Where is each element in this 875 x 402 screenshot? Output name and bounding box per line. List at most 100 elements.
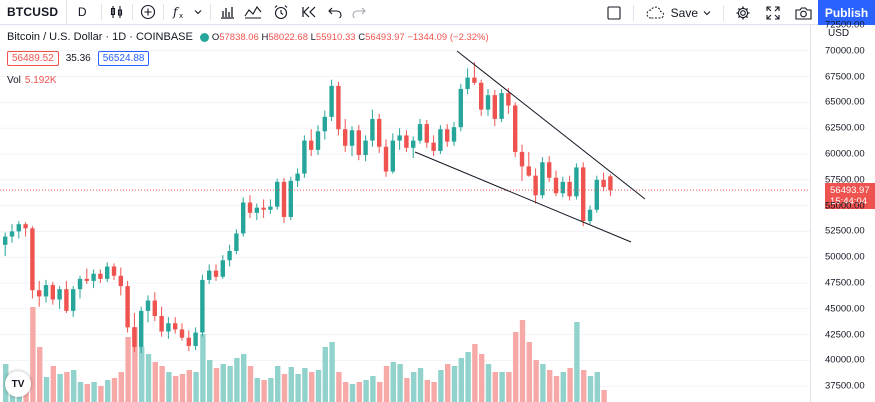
- volume-label[interactable]: Vol: [7, 75, 21, 86]
- currency-label[interactable]: USD: [828, 28, 850, 39]
- candle: [91, 269, 96, 289]
- symbol-search-button[interactable]: BTCUSD: [0, 0, 68, 25]
- indicators-dropdown[interactable]: [190, 0, 206, 25]
- price-chart[interactable]: [0, 25, 810, 402]
- candle: [64, 280, 69, 313]
- interval-button[interactable]: D: [77, 5, 87, 19]
- expand-icon: [766, 5, 780, 20]
- undo-button[interactable]: [323, 0, 347, 25]
- candle: [159, 306, 164, 337]
- volume-bar: [173, 376, 179, 402]
- candles-icon: [111, 6, 123, 18]
- volume-bar: [275, 366, 281, 402]
- volume-bar: [417, 368, 424, 402]
- candle: [411, 136, 416, 159]
- volume-bar: [91, 382, 97, 402]
- settings-button[interactable]: [728, 0, 758, 25]
- candle: [485, 88, 491, 116]
- close-value: 56493.97: [365, 31, 405, 43]
- candle: [587, 205, 593, 225]
- candle: [179, 323, 185, 341]
- sell-price-button[interactable]: 56489.52: [7, 51, 59, 66]
- publish-button[interactable]: Publish: [818, 0, 875, 25]
- candle: [57, 286, 62, 309]
- symbol-title[interactable]: Bitcoin / U.S. Dollar · 1D · COINBASE: [7, 31, 193, 43]
- candle: [23, 222, 28, 237]
- candle: [125, 280, 130, 333]
- price-scale[interactable]: USD 56493.97 15:44:04 72500.00 70000.00 67…: [810, 20, 875, 402]
- compare-button[interactable]: [137, 0, 159, 25]
- volume-bar: [601, 390, 607, 402]
- price-tick: 55000.00: [825, 200, 865, 212]
- trade-prices: 56489.52 35.36 56524.88: [7, 51, 150, 66]
- candle: [111, 263, 117, 280]
- volume-bar: [390, 362, 396, 402]
- chevron-down-icon: [194, 10, 202, 15]
- candle: [329, 79, 334, 121]
- candle: [465, 68, 470, 95]
- candle: [200, 274, 205, 337]
- chart-type-button[interactable]: [106, 0, 128, 25]
- volume-bar: [50, 366, 56, 402]
- candle: [343, 118, 348, 152]
- volume-bar: [281, 374, 288, 402]
- candle: [547, 156, 552, 182]
- toolbar-divider: [132, 4, 134, 20]
- candle: [9, 224, 15, 243]
- fullscreen-button[interactable]: [758, 0, 788, 25]
- trendline-lower[interactable]: [414, 151, 632, 243]
- candle: [451, 122, 457, 146]
- trendline-upper[interactable]: [456, 50, 646, 200]
- volume-bar: [247, 366, 254, 402]
- buy-price-button[interactable]: 56524.88: [97, 51, 150, 66]
- volume-bar: [207, 360, 213, 402]
- candle: [404, 130, 409, 152]
- line-chart-icon: [244, 6, 262, 19]
- chart-grid: [0, 25, 810, 387]
- volume-bar: [118, 372, 124, 402]
- layout-button[interactable]: [599, 0, 629, 25]
- replay-button[interactable]: [295, 0, 323, 25]
- alert-button[interactable]: [267, 0, 295, 25]
- candle: [139, 306, 144, 354]
- volume-bar: [234, 358, 240, 402]
- alarm-clock-icon: [274, 5, 288, 20]
- volume-bar: [145, 354, 152, 402]
- chart-legend: Bitcoin / U.S. Dollar · 1D · COINBASE O5…: [7, 31, 489, 43]
- candle: [356, 125, 361, 161]
- save-button[interactable]: Save: [638, 6, 719, 20]
- volume-bar: [431, 382, 437, 402]
- high-value: 58022.68: [268, 31, 308, 43]
- volume-bar: [139, 347, 145, 402]
- candle: [186, 330, 191, 352]
- save-label: Save: [670, 5, 698, 20]
- candle: [213, 264, 219, 281]
- volume-bar: [587, 376, 594, 402]
- financials-button[interactable]: [215, 0, 239, 25]
- bar-countdown: 15:44:04: [830, 196, 867, 207]
- tradingview-logo[interactable]: TV: [5, 371, 31, 397]
- candle: [608, 174, 613, 197]
- last-price-label: 56493.97 15:44:04: [825, 183, 875, 209]
- candle: [377, 113, 382, 153]
- candle: [567, 175, 572, 201]
- price-tick: 62500.00: [825, 122, 865, 134]
- toolbar-divider: [101, 4, 103, 20]
- market-status-dot: [199, 32, 209, 42]
- candle: [302, 135, 307, 178]
- candle: [506, 87, 511, 114]
- svg-text:x: x: [179, 12, 183, 20]
- candle: [152, 292, 157, 322]
- redo-button[interactable]: [347, 0, 371, 25]
- candle: [390, 133, 395, 174]
- candle: [261, 199, 266, 218]
- volume-bar: [329, 342, 335, 402]
- snapshot-button[interactable]: [788, 0, 818, 25]
- candle: [574, 163, 579, 200]
- candle: [241, 197, 246, 237]
- templates-button[interactable]: [239, 0, 267, 25]
- volume-bar: [302, 368, 308, 402]
- volume-bar: [451, 366, 458, 402]
